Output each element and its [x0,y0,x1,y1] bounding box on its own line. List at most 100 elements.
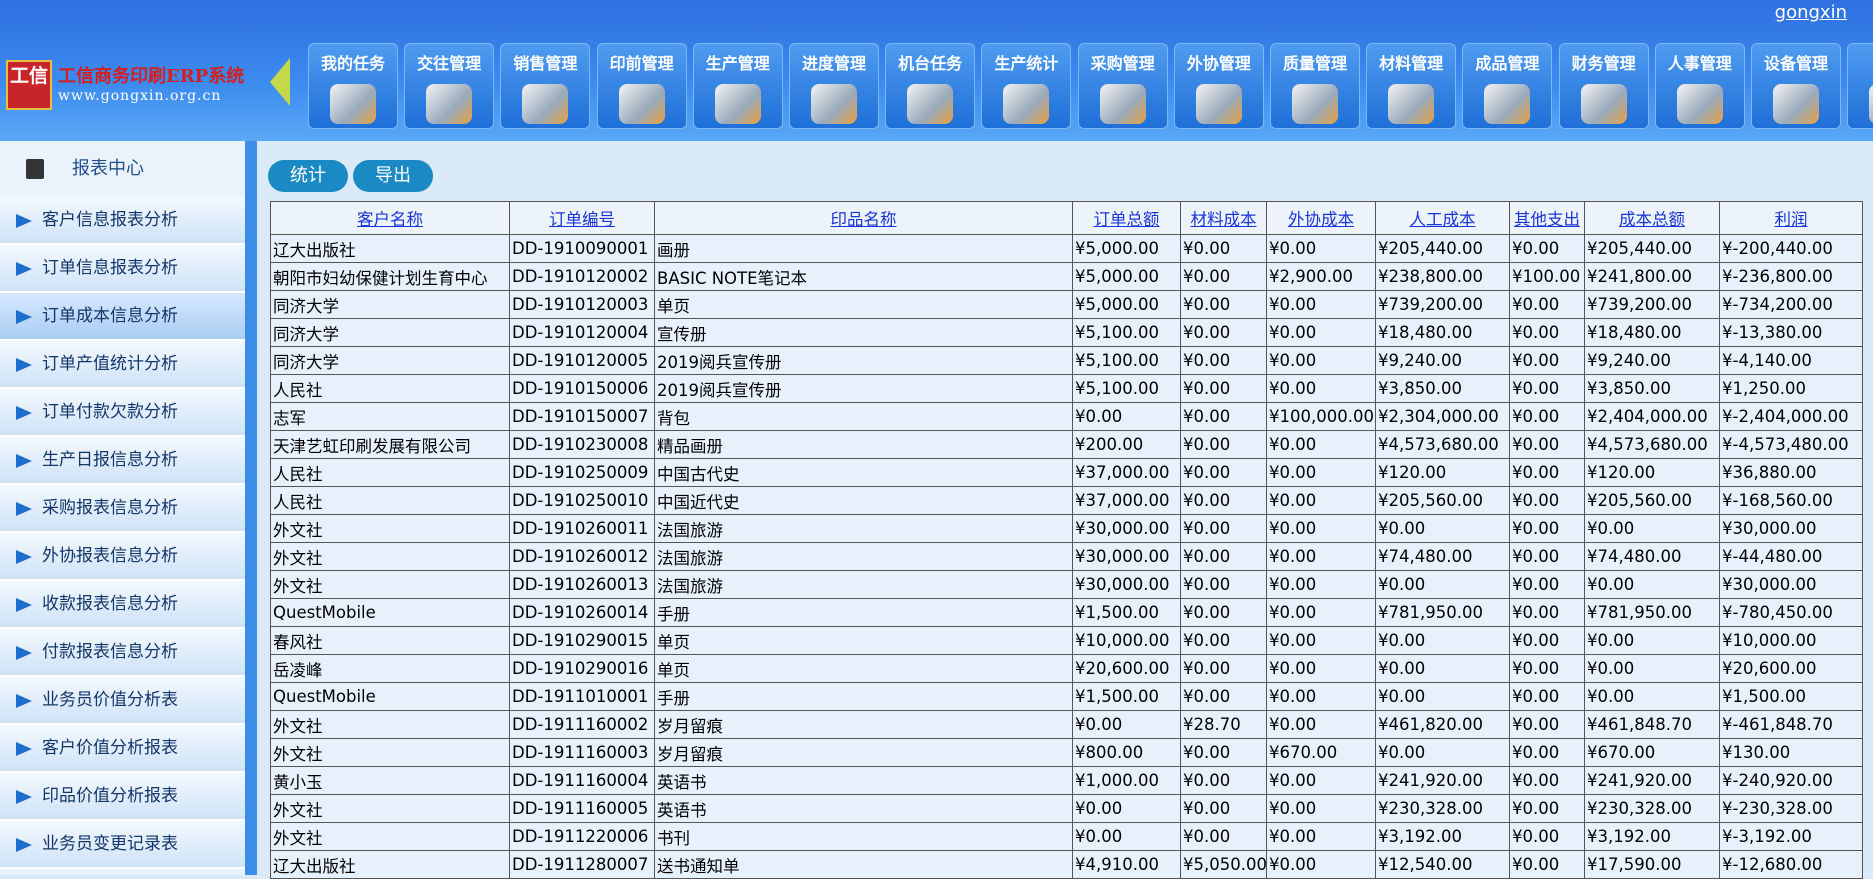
table-cell: ¥0.00 [1266,318,1376,347]
sidebar-item[interactable]: 付款报表信息分析 [0,629,245,677]
table-cell: ¥0.00 [1266,486,1376,515]
table-row: 外文社 DD-1911160002 岁月留痕 ¥0.00 ¥28.70 ¥0.00 ¥461… [270,710,1863,739]
table-cell: 画册 [654,234,1073,263]
sidebar-item[interactable]: 生产日报信息分析 [0,437,245,485]
sidebar-item[interactable]: 印品价值分析报表 [0,773,245,821]
table-cell: ¥-13,380.00 [1719,318,1863,347]
menu-item[interactable]: 质量管理 [1270,43,1360,129]
menu-icon [330,84,376,124]
table-row: 同济大学 DD-1910120004 宣传册 ¥5,100.00 ¥0.00 ¥0.00 ¥… [270,318,1863,347]
menu-item[interactable]: 印前管理 [596,43,687,129]
table-row: 志军 DD-1910150007 背包 ¥0.00 ¥0.00 ¥100,000.00 ¥2… [270,402,1863,431]
menu-icon [1388,84,1435,124]
table-cell: ¥739,200.00 [1584,290,1720,319]
table-cell: ¥5,000.00 [1072,234,1181,263]
table-cell: ¥0.00 [1509,234,1585,263]
sidebar-item[interactable]: 订单付款欠款分析 [0,389,245,437]
sort-link[interactable]: 人工成本 [1409,210,1476,229]
table-cell: ¥205,440.00 [1584,234,1720,263]
menu-item[interactable]: 生产统计 [981,43,1072,129]
sidebar-item[interactable]: 客户价值分析报表 [0,725,245,773]
menu-item[interactable]: 机台任务 [885,43,976,129]
table-cell: ¥5,100.00 [1072,346,1181,375]
table-cell: BASIC NOTE笔记本 [654,262,1073,291]
table-cell: 黄小玉 [270,766,510,795]
table-cell: 朝阳市妇幼保健计划生育中心 [270,262,510,291]
table-cell: ¥28.70 [1180,710,1267,739]
table-cell: ¥0.00 [1375,738,1510,767]
sidebar-item[interactable]: 收款报表信息分析 [0,581,245,629]
sidebar-item[interactable]: 订单成本信息分析 [0,293,245,341]
table-cell: ¥0.00 [1180,570,1267,599]
collapse-arrow[interactable] [270,58,290,106]
table-cell: DD-1910090001 [509,234,655,263]
table-cell: ¥0.00 [1509,486,1585,515]
menu-item[interactable]: 设备管理 [1751,43,1841,129]
table-cell: 手册 [654,598,1073,627]
sort-link[interactable]: 外协成本 [1288,210,1354,229]
sort-link[interactable]: 订单总额 [1093,210,1160,229]
sort-link[interactable]: 利润 [1774,210,1808,229]
sort-link[interactable]: 订单编号 [549,210,615,229]
table-cell: ¥0.00 [1509,570,1585,599]
menu-item[interactable]: 销售管理 [500,43,591,129]
sort-link[interactable]: 印品名称 [830,210,897,229]
table-cell: DD-1910120005 [509,346,655,375]
table-cell: ¥5,100.00 [1072,374,1181,403]
table-cell: DD-1910260011 [509,514,655,543]
table-cell: 单页 [654,654,1073,683]
sidebar-item[interactable]: 客户信息报表分析 [0,197,245,245]
menu-item[interactable]: 财务管理 [1558,43,1649,129]
menu-item[interactable]: 生产管理 [692,43,783,129]
user-link[interactable]: gongxin [1774,2,1847,23]
table-cell: ¥0.00 [1180,318,1267,347]
table-cell: ¥0.00 [1266,654,1376,683]
table-row: QuestMobile DD-1911010001 手册 ¥1,500.00 ¥0.00… [270,682,1863,711]
menu-item[interactable]: 采购管理 [1077,43,1168,129]
sort-link[interactable]: 成本总额 [1619,210,1685,229]
table-cell: 中国古代史 [654,458,1073,487]
table-cell: ¥5,000.00 [1072,262,1181,291]
table-cell: 外文社 [270,738,510,767]
table-cell: ¥20,600.00 [1072,654,1181,683]
table-cell: ¥0.00 [1266,542,1376,571]
table-cell: ¥4,573,680.00 [1375,430,1510,459]
table-cell: ¥0.00 [1180,794,1267,823]
sidebar-item[interactable]: 采购报表信息分析 [0,485,245,533]
table-cell: ¥0.00 [1375,682,1510,711]
sidebar-item[interactable]: 订单信息报表分析 [0,245,245,293]
menu-item[interactable]: 进度管理 [789,43,879,129]
sort-link[interactable]: 材料成本 [1190,210,1257,229]
table-cell: ¥238,800.00 [1375,262,1510,291]
menu-item[interactable]: 成品管理 [1462,43,1553,129]
table-cell: ¥10,000.00 [1719,626,1863,655]
menu-item[interactable]: 材料管理 [1366,43,1457,129]
sidebar-item[interactable]: 业务员变更记录表 [0,821,245,869]
menu-item[interactable]: 报 [1847,43,1873,129]
button[interactable]: 统计 [268,160,348,192]
menu-label: 外协管理 [1186,54,1251,73]
table-cell: ¥-240,920.00 [1719,766,1863,795]
table-row: 外文社 DD-1911160003 岁月留痕 ¥800.00 ¥0.00 ¥670.00 ¥… [270,738,1863,767]
menu-item[interactable]: 外协管理 [1173,43,1264,129]
table-cell: ¥0.00 [1266,234,1376,263]
table-cell: ¥0.00 [1180,682,1267,711]
sort-link[interactable]: 其他支出 [1514,210,1580,229]
sidebar-item[interactable]: 订单产值统计分析 [0,341,245,389]
table-cell: ¥800.00 [1072,738,1181,767]
menu-item[interactable]: 人事管理 [1654,43,1745,129]
table-row: QuestMobile DD-1910260014 手册 ¥1,500.00 ¥0.00… [270,598,1863,627]
button[interactable]: 导出 [353,160,433,192]
sidebar-item[interactable]: 业务员价值分析表 [0,677,245,725]
table-cell: ¥670.00 [1266,738,1376,767]
table-cell: ¥-780,450.00 [1719,598,1863,627]
table-cell: ¥230,328.00 [1584,794,1720,823]
menu-item[interactable]: 我的任务 [308,43,398,129]
table-cell: ¥1,000.00 [1072,766,1181,795]
table-cell: DD-1910260014 [509,598,655,627]
menu-item[interactable]: 交往管理 [404,43,495,129]
sort-link[interactable]: 客户名称 [357,210,423,229]
table-cell: ¥205,560.00 [1375,486,1510,515]
sidebar-item[interactable]: 外协报表信息分析 [0,533,245,581]
table-cell: ¥0.00 [1266,794,1376,823]
